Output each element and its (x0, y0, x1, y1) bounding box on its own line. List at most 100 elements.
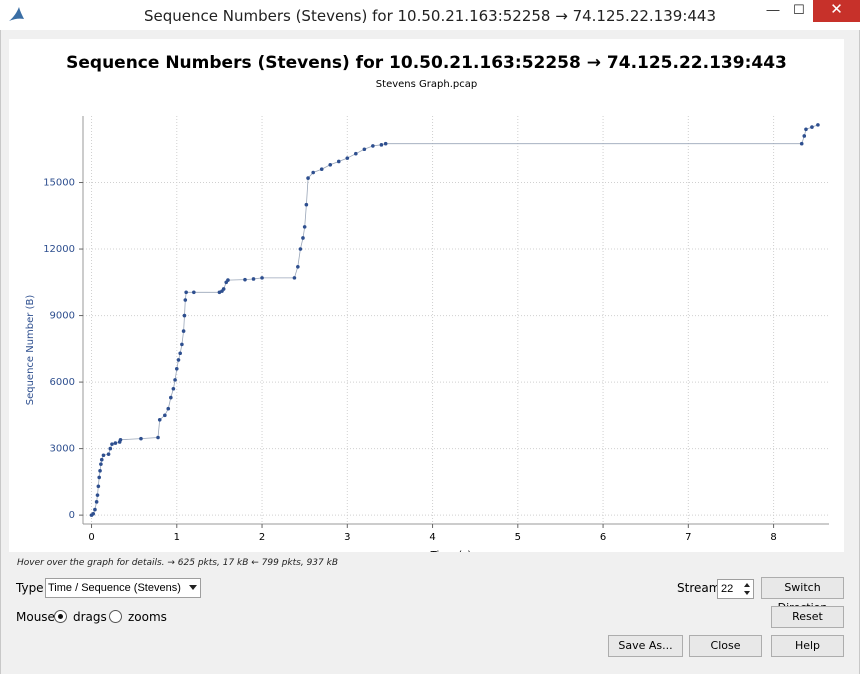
zooms-radio[interactable] (109, 610, 122, 623)
data-point (802, 134, 807, 138)
data-point (336, 159, 341, 164)
zooms-label[interactable]: zooms (128, 610, 167, 624)
data-point (157, 417, 162, 422)
data-point (106, 452, 111, 456)
data-point (178, 351, 182, 356)
data-point (311, 170, 315, 175)
hover-hint: Hover over the graph for details. → 625 … (17, 558, 339, 568)
mouse-label: Mouse (16, 610, 55, 624)
data-point (98, 468, 102, 473)
data-point (354, 151, 358, 156)
data-point (816, 123, 820, 127)
x-tick-label: 4 (429, 532, 435, 543)
data-point (371, 144, 375, 148)
data-point (301, 236, 305, 240)
data-point (799, 141, 804, 146)
y-axis-label: Sequence Number (B) (25, 295, 36, 406)
reset-button[interactable]: Reset (771, 606, 844, 628)
stream-spinbox[interactable]: 22 (717, 579, 754, 599)
x-tick-label: 6 (600, 532, 606, 543)
data-point (184, 290, 188, 295)
minimize-button[interactable]: — (766, 2, 780, 17)
data-point (94, 500, 99, 504)
x-tick-label: 2 (259, 532, 265, 543)
save-as-button[interactable]: Save As... (608, 635, 683, 657)
data-point (171, 386, 176, 391)
plot-area[interactable]: Sequence Numbers (Stevens) for 10.50.21.… (9, 39, 844, 552)
switch-direction-button[interactable]: Switch Direction (761, 577, 844, 614)
close-button[interactable]: Close (689, 635, 762, 657)
data-point (110, 442, 114, 446)
window-title: Sequence Numbers (Stevens) for 10.50.21.… (143, 7, 716, 25)
data-point (192, 290, 196, 295)
dialog-body: Sequence Numbers (Stevens) for 10.50.21.… (0, 30, 860, 674)
data-point (91, 512, 96, 516)
data-point (362, 147, 367, 152)
data-point (101, 453, 106, 458)
plot-subtitle: Stevens Graph.pcap (375, 79, 478, 90)
graph-type-value: Time / Sequence (Stevens) (48, 582, 181, 594)
data-point (176, 358, 181, 362)
data-point (226, 278, 230, 282)
data-point (183, 298, 188, 302)
data-point (139, 436, 143, 441)
x-tick-label: 1 (174, 532, 180, 543)
drags-label[interactable]: drags (73, 610, 107, 624)
y-tick-label: 15000 (43, 178, 75, 189)
chevron-down-icon (189, 585, 197, 590)
x-tick-label: 3 (344, 532, 350, 543)
data-point (221, 287, 226, 291)
data-point (173, 378, 177, 382)
sequence-chart[interactable]: 0 1 2 3 4 5 6 7 8 0 3000 6000 9000 12000 15000 Time (s)… (9, 39, 844, 552)
data-point (169, 395, 173, 400)
type-label: Type (16, 581, 44, 595)
data-point (319, 167, 324, 172)
data-point (296, 264, 300, 269)
data-point (96, 484, 101, 489)
y-tick-label: 0 (69, 510, 75, 521)
data-point (345, 156, 350, 160)
help-button[interactable]: Help (771, 635, 844, 657)
x-tick-label: 5 (515, 532, 521, 543)
data-point (306, 176, 310, 180)
data-point (113, 441, 118, 445)
plot-title: Sequence Numbers (Stevens) for 10.50.21.… (66, 53, 787, 73)
series-line (91, 124, 819, 516)
data-point (174, 366, 179, 371)
data-point (379, 143, 384, 147)
data-point (99, 462, 103, 466)
spin-down-icon[interactable] (742, 589, 752, 597)
y-tick-label: 12000 (43, 244, 75, 255)
y-tick-label: 9000 (50, 311, 75, 322)
graph-type-select[interactable]: Time / Sequence (Stevens) (45, 578, 201, 598)
data-point (260, 276, 264, 280)
data-point (328, 162, 333, 167)
stream-label: Stream (677, 581, 721, 595)
data-point (97, 475, 101, 480)
data-point (302, 225, 307, 229)
data-point (298, 247, 303, 251)
x-tick-label: 8 (770, 532, 776, 543)
data-point (166, 406, 171, 411)
close-window-button[interactable]: ✕ (813, 0, 860, 22)
data-point (180, 342, 184, 347)
maximize-button[interactable]: ☐ (793, 2, 805, 17)
data-point (182, 313, 187, 318)
y-tick-label: 6000 (50, 377, 75, 388)
data-point (95, 493, 100, 497)
radio-selected-dot (58, 614, 63, 619)
data-point (243, 277, 247, 282)
spin-up-icon[interactable] (742, 581, 752, 589)
stream-value: 22 (721, 583, 734, 595)
data-point (292, 276, 297, 280)
data-point (118, 437, 123, 442)
data-point (99, 457, 104, 462)
data-point (804, 127, 808, 132)
x-tick-label: 7 (685, 532, 691, 543)
drags-radio[interactable] (54, 610, 67, 623)
data-point (181, 329, 186, 333)
data-point (383, 141, 388, 146)
y-tick-label: 3000 (50, 444, 75, 455)
window-titlebar: Sequence Numbers (Stevens) for 10.50.21.… (0, 0, 860, 30)
wireshark-fin-icon (9, 7, 24, 21)
